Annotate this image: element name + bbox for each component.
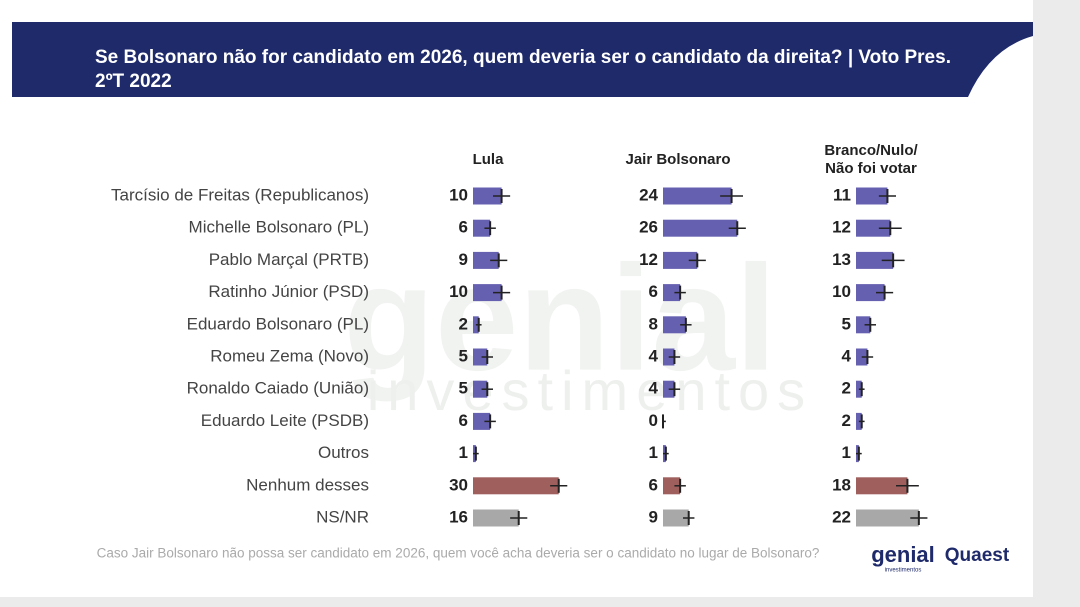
value-label: 1 xyxy=(649,443,658,462)
value-label: 12 xyxy=(639,250,658,269)
bar xyxy=(473,251,499,269)
value-label: 2 xyxy=(459,314,468,333)
bar xyxy=(473,412,491,430)
value-label: 10 xyxy=(449,282,468,301)
category-label: Eduardo Bolsonaro (PL) xyxy=(187,314,369,333)
value-label: 2 xyxy=(842,411,851,430)
value-label: 8 xyxy=(649,314,658,333)
value-label: 6 xyxy=(649,282,658,301)
category-label: Tarcísio de Freitas (Republicanos) xyxy=(111,185,369,204)
footnote: Caso Jair Bolsonaro não possa ser candid… xyxy=(97,546,820,561)
chart-title: Se Bolsonaro não for candidato em 2026, … xyxy=(95,47,951,92)
bar xyxy=(663,187,732,205)
bar xyxy=(473,219,491,237)
value-label: 5 xyxy=(459,379,468,398)
bar xyxy=(856,509,919,527)
value-label: 18 xyxy=(832,475,851,494)
bar xyxy=(663,251,698,269)
bar xyxy=(856,187,888,205)
value-label: 24 xyxy=(639,185,658,204)
category-label: NS/NR xyxy=(316,507,369,526)
value-label: 1 xyxy=(459,443,468,462)
category-label: Nenhum desses xyxy=(246,475,369,494)
watermark: genial xyxy=(343,234,776,402)
category-label: Ratinho Júnior (PSD) xyxy=(208,282,369,301)
value-label: 4 xyxy=(842,346,852,365)
category-label: Romeu Zema (Novo) xyxy=(210,346,369,365)
bar xyxy=(663,284,681,302)
legend-label: Jair Bolsonaro xyxy=(625,151,731,168)
value-label: 6 xyxy=(649,475,658,494)
category-label: Ronaldo Caiado (União) xyxy=(187,379,369,398)
bar xyxy=(856,251,894,269)
bar xyxy=(473,380,488,398)
legend-label: Lula xyxy=(472,151,504,168)
value-label: 6 xyxy=(459,411,468,430)
bar xyxy=(473,509,519,527)
category-label: Outros xyxy=(318,443,369,462)
bar xyxy=(473,477,559,495)
value-label: 11 xyxy=(833,185,851,204)
value-label: 5 xyxy=(842,314,851,333)
value-label: 9 xyxy=(649,507,658,526)
value-label: 9 xyxy=(459,250,468,269)
category-label: Eduardo Leite (PSDB) xyxy=(201,411,369,430)
legend-label: Branco/Nulo/ Não foi votar xyxy=(824,142,918,177)
value-label: 16 xyxy=(449,507,468,526)
value-label: 22 xyxy=(832,507,851,526)
value-label: 4 xyxy=(649,346,659,365)
value-label: 13 xyxy=(832,250,851,269)
bar xyxy=(663,509,689,527)
value-label: 1 xyxy=(842,443,851,462)
bar xyxy=(856,477,908,495)
value-label: 10 xyxy=(449,185,468,204)
value-label: 5 xyxy=(459,346,468,365)
logo: genial xyxy=(871,542,935,567)
value-label: 0 xyxy=(649,411,658,430)
bar xyxy=(473,348,488,366)
bar xyxy=(473,187,502,205)
bar xyxy=(663,477,681,495)
value-label: 12 xyxy=(832,218,851,237)
bar xyxy=(856,284,885,302)
title-bar xyxy=(12,22,1033,97)
value-label: 2 xyxy=(842,379,851,398)
value-label: 30 xyxy=(449,475,468,494)
logo-sub: investimentos xyxy=(885,568,922,574)
bar xyxy=(856,219,891,237)
value-label: 6 xyxy=(459,218,468,237)
logo: Quaest xyxy=(945,545,1010,566)
bar xyxy=(473,284,502,302)
value-label: 26 xyxy=(639,218,658,237)
watermark: investimentos xyxy=(367,359,813,422)
bar xyxy=(856,316,871,334)
value-label: 4 xyxy=(649,379,659,398)
bar xyxy=(663,219,738,237)
category-label: Pablo Marçal (PRTB) xyxy=(209,250,369,269)
category-label: Michelle Bolsonaro (PL) xyxy=(189,218,369,237)
bar xyxy=(663,316,686,334)
value-label: 10 xyxy=(832,282,851,301)
